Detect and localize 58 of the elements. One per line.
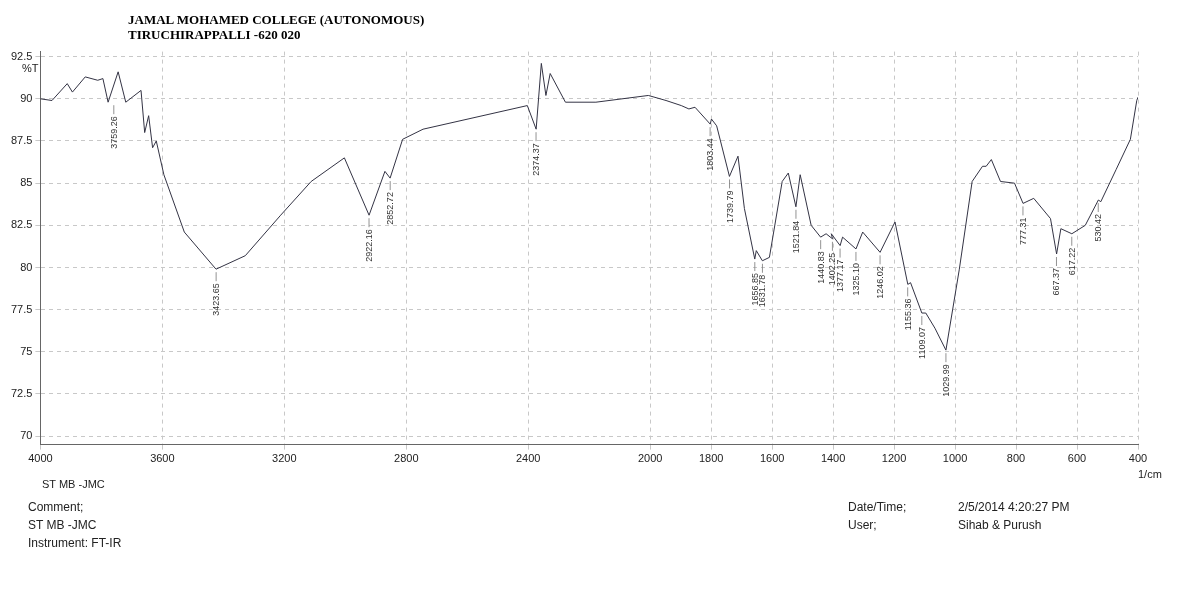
annotation: 667.37 [1051, 268, 1062, 296]
y-tick-label: 75 [20, 344, 33, 357]
annotation: 530.42 [1093, 214, 1104, 242]
annotation: 1029.99 [940, 364, 951, 397]
text: Comment; [28, 500, 85, 514]
annotation: 2374.37 [531, 143, 542, 176]
x-tick-label: 4000 [28, 452, 53, 465]
annotation: 1402.25 [827, 252, 838, 286]
text: Instrument: FT-IR [28, 536, 123, 550]
x-tick-label: 1400 [820, 452, 846, 465]
y-tick-label: 80 [20, 260, 33, 273]
annotation: 1109.07 [916, 327, 927, 359]
x-tick-label: 600 [1067, 452, 1087, 465]
chart-title: JAMAL MOHAMED COLLEGE (AUTONOMOUS) [128, 12, 425, 27]
y-tick-label: 72.5 [10, 387, 33, 400]
x-tick-label: 3600 [150, 452, 175, 465]
annotation: 3759.26 [108, 116, 119, 149]
x-tick-label: 1200 [881, 452, 907, 465]
annotation: 1246.02 [875, 266, 886, 299]
x-tick-label: 1800 [698, 452, 724, 465]
y-tick-label: 82.5 [10, 218, 33, 231]
x-tick-label: 400 [1128, 452, 1148, 465]
x-tick-label: 2000 [637, 452, 663, 465]
annotation: 1803.44 [705, 138, 716, 171]
annotation: 2922.16 [364, 229, 375, 262]
y-tick-label: 85 [20, 176, 33, 189]
text: ST MB -JMC [42, 478, 105, 490]
x-tick-label: 2800 [394, 452, 419, 465]
annotation: 1521.84 [790, 220, 801, 254]
y-tick-label: 87.5 [10, 134, 33, 147]
text: 2/5/2014 4:20:27 PM [958, 500, 1071, 514]
y-tick-label: 70 [20, 429, 33, 442]
annotation: 1631.78 [757, 274, 768, 308]
y-tick-label: 90 [20, 91, 33, 104]
y-axis-title: %T [22, 62, 39, 74]
annotation: 1325.10 [850, 262, 861, 296]
annotation: 1739.79 [724, 190, 735, 223]
annotation: 2852.72 [385, 192, 396, 225]
x-axis-title: 1/cm [1138, 468, 1162, 481]
x-tick-label: 3200 [272, 452, 297, 465]
y-tick-label: 92.5 [10, 49, 33, 62]
chart-subtitle: TIRUCHIRAPPALLI -620 020 [128, 27, 302, 42]
annotation: 617.22 [1066, 247, 1077, 276]
x-tick-label: 1600 [759, 452, 785, 465]
x-tick-label: 1000 [942, 452, 968, 465]
text: User; [848, 518, 878, 532]
text: ST MB -JMC [28, 518, 98, 532]
annotation: 777.31 [1017, 217, 1028, 245]
annotation: 3423.65 [211, 283, 222, 316]
x-tick-label: 800 [1006, 452, 1026, 465]
annotation: 1377.17 [835, 259, 846, 293]
y-tick-label: 77.5 [10, 302, 33, 315]
annotation: 1440.83 [815, 251, 826, 284]
annotation: 1155.36 [902, 298, 913, 331]
text: Date/Time; [848, 500, 908, 514]
text: Sihab & Purush [958, 518, 1043, 532]
annotation: 1656.85 [749, 273, 760, 306]
x-tick-label: 2400 [515, 452, 541, 465]
